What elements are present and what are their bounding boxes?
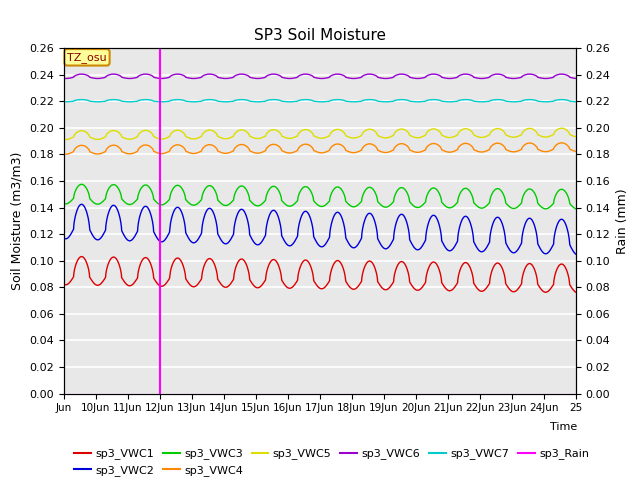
Text: Time: Time [550, 421, 577, 432]
Legend: sp3_VWC1, sp3_VWC2, sp3_VWC3, sp3_VWC4, sp3_VWC5, sp3_VWC6, sp3_VWC7, sp3_Rain: sp3_VWC1, sp3_VWC2, sp3_VWC3, sp3_VWC4, … [70, 444, 594, 480]
Y-axis label: Soil Moisture (m3/m3): Soil Moisture (m3/m3) [11, 152, 24, 290]
Y-axis label: Rain (mm): Rain (mm) [616, 188, 629, 253]
Text: TZ_osu: TZ_osu [67, 52, 107, 63]
Title: SP3 Soil Moisture: SP3 Soil Moisture [254, 28, 386, 43]
